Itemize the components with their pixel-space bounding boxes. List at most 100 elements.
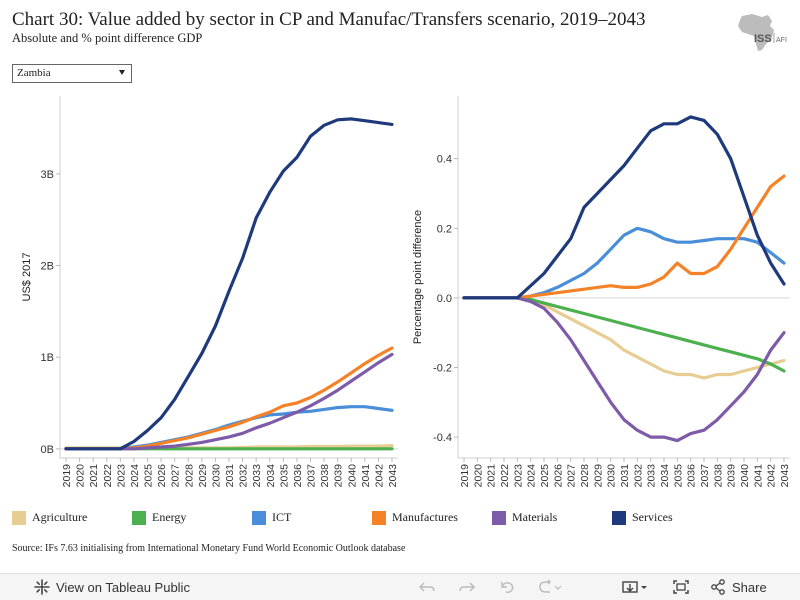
chart-title: Chart 30: Value added by sector in CP an… [12,9,646,30]
view-on-tableau-link[interactable]: View on Tableau Public [34,579,190,595]
tableau-logo-icon [34,579,50,595]
x-tick-label: 2028 [183,464,195,488]
y-tick-label: 3B [41,169,54,181]
y-tick-label: 2B [41,261,54,273]
series-line-materials [64,352,394,451]
legend-label: Services [632,510,673,524]
legend-label: Materials [512,510,558,524]
country-dropdown[interactable]: Zambia [12,64,132,83]
x-tick-label: 2043 [779,464,791,488]
caret-down-icon [119,70,125,75]
x-tick-label: 2042 [373,464,385,488]
share-button[interactable]: Share [710,579,767,595]
x-tick-label: 2025 [539,464,551,488]
x-tick-label: 2036 [686,464,698,488]
y-axis-title: US$ 2017 [21,253,33,302]
x-tick-label: 2023 [115,464,127,488]
download-icon[interactable] [621,579,651,595]
y-tick-label: 0.4 [437,154,452,166]
x-tick-label: 2019 [61,464,73,488]
x-tick-label: 2026 [156,464,168,488]
x-tick-label: 2032 [238,464,250,488]
logo-subtext: AFI [776,37,787,44]
x-tick-label: 2032 [632,464,644,488]
legend-swatch [132,510,146,525]
series-line-energy [462,296,786,373]
legend-label: Energy [152,510,187,524]
fullscreen-icon[interactable] [672,579,690,595]
y-tick-label: -0.4 [433,432,452,444]
x-tick-label: 2021 [88,464,100,488]
x-tick-label: 2039 [333,464,345,488]
legend-swatch [252,510,266,525]
y-tick-label: 0.2 [437,223,452,235]
x-tick-label: 2030 [210,464,222,488]
x-tick-label: 2038 [712,464,724,488]
x-tick-label: 2039 [726,464,738,488]
series-line-services [64,117,394,451]
country-dropdown-value: Zambia [17,67,51,79]
x-tick-label: 2030 [606,464,618,488]
revert-icon[interactable] [498,579,516,595]
x-tick-label: 2040 [739,464,751,488]
legend-swatch [372,510,386,525]
y-axis-title: Percentage point difference [412,210,424,344]
pause-updates-icon[interactable] [537,579,563,595]
legend-item-services[interactable]: Services [612,510,673,525]
x-tick-label: 2023 [512,464,524,488]
x-tick-label: 2029 [592,464,604,488]
x-tick-label: 2029 [197,464,209,488]
legend-item-agriculture[interactable]: Agriculture [12,510,87,525]
x-tick-label: 2019 [459,464,471,488]
y-tick-label: 1B [41,352,54,364]
x-tick-label: 2040 [346,464,358,488]
x-tick-label: 2043 [387,464,399,488]
x-tick-label: 2022 [499,464,511,488]
legend-item-ict[interactable]: ICT [252,510,291,525]
x-tick-label: 2037 [306,464,318,488]
series-line-materials [462,296,786,443]
x-tick-label: 2034 [265,464,277,488]
legend-swatch [492,510,506,525]
x-tick-label: 2025 [143,464,155,488]
panel-left: 0B 1B 2B 3B 2019 2020 2021 2022 2023 2024 2025 2026… [21,96,399,487]
legend-item-manufactures[interactable]: Manufactures [372,510,458,525]
x-tick-label: 2028 [579,464,591,488]
x-tick-label: 2027 [566,464,578,488]
legend-item-materials[interactable]: Materials [492,510,557,525]
legend-swatch [612,510,626,525]
x-tick-label: 2035 [278,464,290,488]
logo-text: ISS [754,33,772,45]
x-tick-label: 2033 [251,464,263,488]
x-tick-label: 2020 [75,464,87,488]
series-line-agriculture [462,296,786,380]
x-tick-label: 2037 [699,464,711,488]
x-tick-label: 2035 [672,464,684,488]
redo-icon[interactable] [458,579,476,595]
x-tick-label: 2020 [472,464,484,488]
iss-afi-logo: ISS AFI [738,14,787,51]
x-tick-label: 2041 [360,464,372,488]
series-line-manufactures [64,346,394,451]
chart-subtitle: Absolute and % point difference GDP [12,31,203,45]
view-on-tableau-label: View on Tableau Public [56,579,190,595]
y-tick-label: 0B [41,444,54,456]
share-label: Share [732,579,767,595]
undo-icon[interactable] [418,579,436,595]
x-tick-label: 2042 [766,464,778,488]
x-tick-label: 2033 [646,464,658,488]
legend-label: Agriculture [32,510,88,524]
y-tick-label: -0.2 [433,363,452,375]
share-icon [711,579,725,595]
legend: Agriculture Energy ICT Manufactures Material… [0,506,800,530]
x-tick-label: 2034 [659,464,671,488]
x-tick-label: 2026 [552,464,564,488]
legend-swatch [12,510,26,525]
legend-item-energy[interactable]: Energy [132,510,186,525]
x-tick-label: 2022 [102,464,114,488]
series-line-services [462,115,786,300]
x-tick-label: 2031 [224,464,236,488]
x-tick-label: 2031 [619,464,631,488]
